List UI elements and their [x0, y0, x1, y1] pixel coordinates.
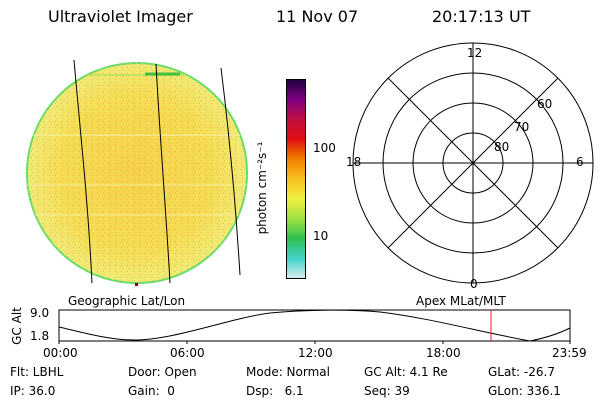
polar-lat-60: 60	[537, 97, 553, 111]
geographic-label: Geographic Lat/Lon	[68, 294, 186, 308]
gc-alt-value: GC Alt: 4.1 Re	[364, 365, 448, 379]
polar-lat-80: 80	[494, 140, 510, 154]
polar-label-right: 6	[576, 155, 584, 169]
x-tick-1800: 18:00	[426, 346, 461, 360]
door-value: Door: Open	[128, 365, 197, 379]
colorbar	[286, 79, 306, 279]
polar-label-left: 18	[346, 155, 362, 169]
seq-value: Seq: 39	[364, 384, 410, 398]
colorbar-tick-10: 10	[313, 229, 329, 243]
instrument-title: Ultraviolet Imager	[48, 7, 193, 26]
x-tick-1200: 12:00	[298, 346, 333, 360]
x-tick-0600: 06:00	[170, 346, 205, 360]
uv-image-disc	[26, 59, 248, 286]
alt-tick-9: 9.0	[30, 306, 50, 320]
polar-grid	[352, 42, 594, 284]
apex-label: Apex MLat/MLT	[416, 294, 506, 308]
x-tick-0000: 00:00	[43, 346, 78, 360]
dsp-value: Dsp: 6.1	[246, 384, 304, 398]
colorbar-unit-label: photon cm⁻²s⁻¹	[255, 141, 269, 235]
polar-label-top: 12	[467, 46, 483, 60]
ip-value: IP: 36.0	[10, 384, 56, 398]
gc-alt-axis-label: GC Alt	[10, 307, 24, 345]
colorbar-tick-100: 100	[313, 141, 336, 155]
mode-value: Mode: Normal	[246, 365, 330, 379]
x-tick-2359: 23:59	[552, 346, 587, 360]
polar-label-bottom: 0	[470, 277, 478, 291]
polar-lat-70: 70	[514, 120, 530, 134]
gain-value: Gain: 0	[128, 384, 175, 398]
glon-value: GLon: 336.1	[488, 384, 561, 398]
glat-value: GLat: -26.7	[488, 365, 555, 379]
alt-tick-1-8: 1.8	[30, 329, 50, 343]
observation-date: 11 Nov 07	[276, 7, 359, 26]
altitude-plot	[58, 309, 571, 344]
filter-value: Flt: LBHL	[10, 365, 64, 379]
observation-time: 20:17:13 UT	[432, 7, 531, 26]
